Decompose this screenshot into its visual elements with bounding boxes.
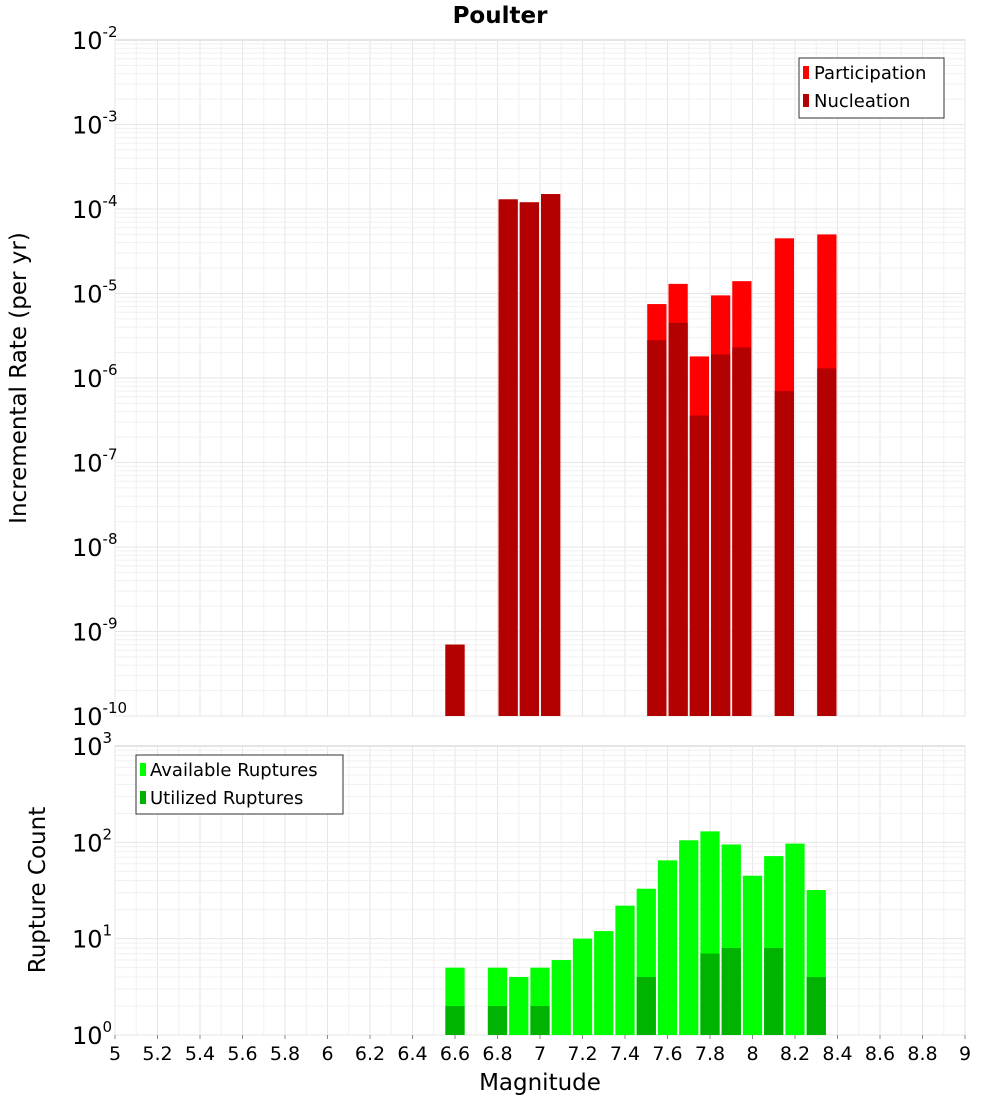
legend-utilized-label: Utilized Ruptures	[150, 788, 303, 809]
top-nucleation-bar	[732, 347, 752, 716]
top-bars	[445, 194, 837, 717]
top-y-ticks: 10-2 10-3 10-4 10-5 10-6 10-7 10-8 10-9 10-10	[72, 23, 127, 731]
legend-nucleation-swatch	[803, 94, 809, 107]
legend-utilized-swatch	[140, 791, 146, 804]
legend-available-label: Available Ruptures	[150, 760, 318, 781]
x-tick-label: 8.8	[907, 1043, 937, 1065]
y-tick-label: 10-2	[72, 23, 118, 55]
x-tick-label: 6.4	[397, 1043, 427, 1065]
bottom-utilized-ruptures-bar	[721, 948, 741, 1035]
bottom-utilized-ruptures-bar	[487, 1006, 508, 1035]
top-nucleation-bar	[668, 322, 688, 716]
bottom-legend: Available Ruptures Utilized Ruptures	[135, 754, 344, 815]
x-tick-label: 5.8	[270, 1043, 300, 1065]
top-nucleation-bar	[689, 415, 709, 716]
bottom-bars	[445, 831, 826, 1035]
x-tick-label: 9	[959, 1043, 971, 1065]
chart-title: Poulter	[453, 3, 549, 29]
y-tick-label: 10-3	[72, 108, 118, 140]
bottom-panel: 103 102 101 100 Rupture Count Available Rup…	[25, 729, 971, 1096]
bottom-available-ruptures-bar	[572, 938, 593, 1035]
x-tick-label: 5.6	[227, 1043, 257, 1065]
bottom-available-ruptures-bar	[615, 905, 635, 1035]
y-tick-label: 101	[72, 922, 112, 954]
y-tick-label: 10-5	[72, 277, 118, 309]
bottom-available-ruptures-bar	[509, 977, 529, 1035]
y-tick-label: 10-8	[72, 530, 118, 562]
bottom-utilized-ruptures-bar	[530, 1006, 550, 1035]
y-tick-label: 10-7	[72, 446, 118, 478]
top-nucleation-bar	[519, 202, 539, 716]
bottom-y-axis-title: Rupture Count	[25, 807, 51, 973]
bottom-available-ruptures-bar	[679, 840, 699, 1035]
top-panel: 10-2 10-3 10-4 10-5 10-6 10-7 10-8 10-9 10-10 In…	[6, 23, 966, 731]
top-grid	[114, 40, 966, 717]
y-tick-label: 100	[72, 1018, 112, 1050]
top-nucleation-bar	[498, 199, 518, 716]
legend-nucleation-label: Nucleation	[814, 91, 910, 112]
x-tick-label: 7.8	[695, 1043, 725, 1065]
y-tick-label: 10-4	[72, 192, 118, 224]
bottom-y-ticks: 103 102 101 100	[72, 729, 112, 1050]
top-nucleation-bar	[711, 354, 731, 716]
x-tick-label: 6.6	[440, 1043, 470, 1065]
x-tick-label: 8.4	[822, 1043, 852, 1065]
bottom-utilized-ruptures-bar	[636, 977, 656, 1035]
x-tick-label: 8	[746, 1043, 758, 1065]
top-nucleation-bar	[647, 340, 667, 716]
bottom-legend-box	[135, 754, 344, 815]
x-tick-label: 6	[321, 1043, 333, 1065]
top-y-axis-title: Incremental Rate (per yr)	[6, 232, 32, 524]
bottom-available-ruptures-bar	[657, 860, 678, 1035]
top-nucleation-bar	[541, 194, 561, 716]
x-tick-label: 6.8	[482, 1043, 512, 1065]
bottom-utilized-ruptures-bar	[764, 948, 784, 1035]
bottom-utilized-ruptures-bar	[445, 1006, 465, 1035]
top-legend-box	[798, 57, 945, 119]
x-tick-label: 8.2	[780, 1043, 810, 1065]
bottom-available-ruptures-bar	[785, 843, 805, 1035]
x-tick-label: 5	[109, 1043, 121, 1065]
x-tick-label: 6.2	[355, 1043, 385, 1065]
top-nucleation-bar	[445, 644, 465, 716]
bottom-utilized-ruptures-bar	[700, 953, 720, 1035]
x-tick-label: 7.4	[610, 1043, 640, 1065]
y-tick-label: 10-9	[72, 615, 118, 647]
x-axis-title: Magnitude	[479, 1070, 601, 1096]
top-nucleation-bar	[774, 391, 794, 716]
top-legend: Participation Nucleation	[798, 57, 945, 119]
x-tick-label: 5.2	[142, 1043, 172, 1065]
legend-participation-label: Participation	[814, 63, 926, 84]
bottom-utilized-ruptures-bar	[806, 977, 826, 1035]
legend-participation-swatch	[803, 66, 809, 79]
x-tick-label: 7	[534, 1043, 546, 1065]
y-tick-label: 10-6	[72, 361, 118, 393]
legend-available-swatch	[140, 763, 146, 776]
x-tick-label: 5.4	[185, 1043, 215, 1065]
y-tick-label: 10-10	[72, 699, 127, 731]
bottom-available-ruptures-bar	[742, 875, 763, 1035]
x-tick-label: 7.6	[652, 1043, 682, 1065]
bottom-available-ruptures-bar	[551, 960, 571, 1035]
y-tick-label: 103	[72, 729, 112, 761]
y-tick-label: 102	[72, 825, 112, 857]
x-tick-label: 8.6	[865, 1043, 895, 1065]
x-ticks: 5 5.2 5.4 5.6 5.8 6 6.2 6.4 6.6 6.8 7 7.2 7.4 7.6 7.8 8…	[109, 1035, 971, 1065]
x-tick-label: 7.2	[567, 1043, 597, 1065]
bottom-available-ruptures-bar	[594, 931, 614, 1035]
top-nucleation-bar	[817, 368, 837, 716]
